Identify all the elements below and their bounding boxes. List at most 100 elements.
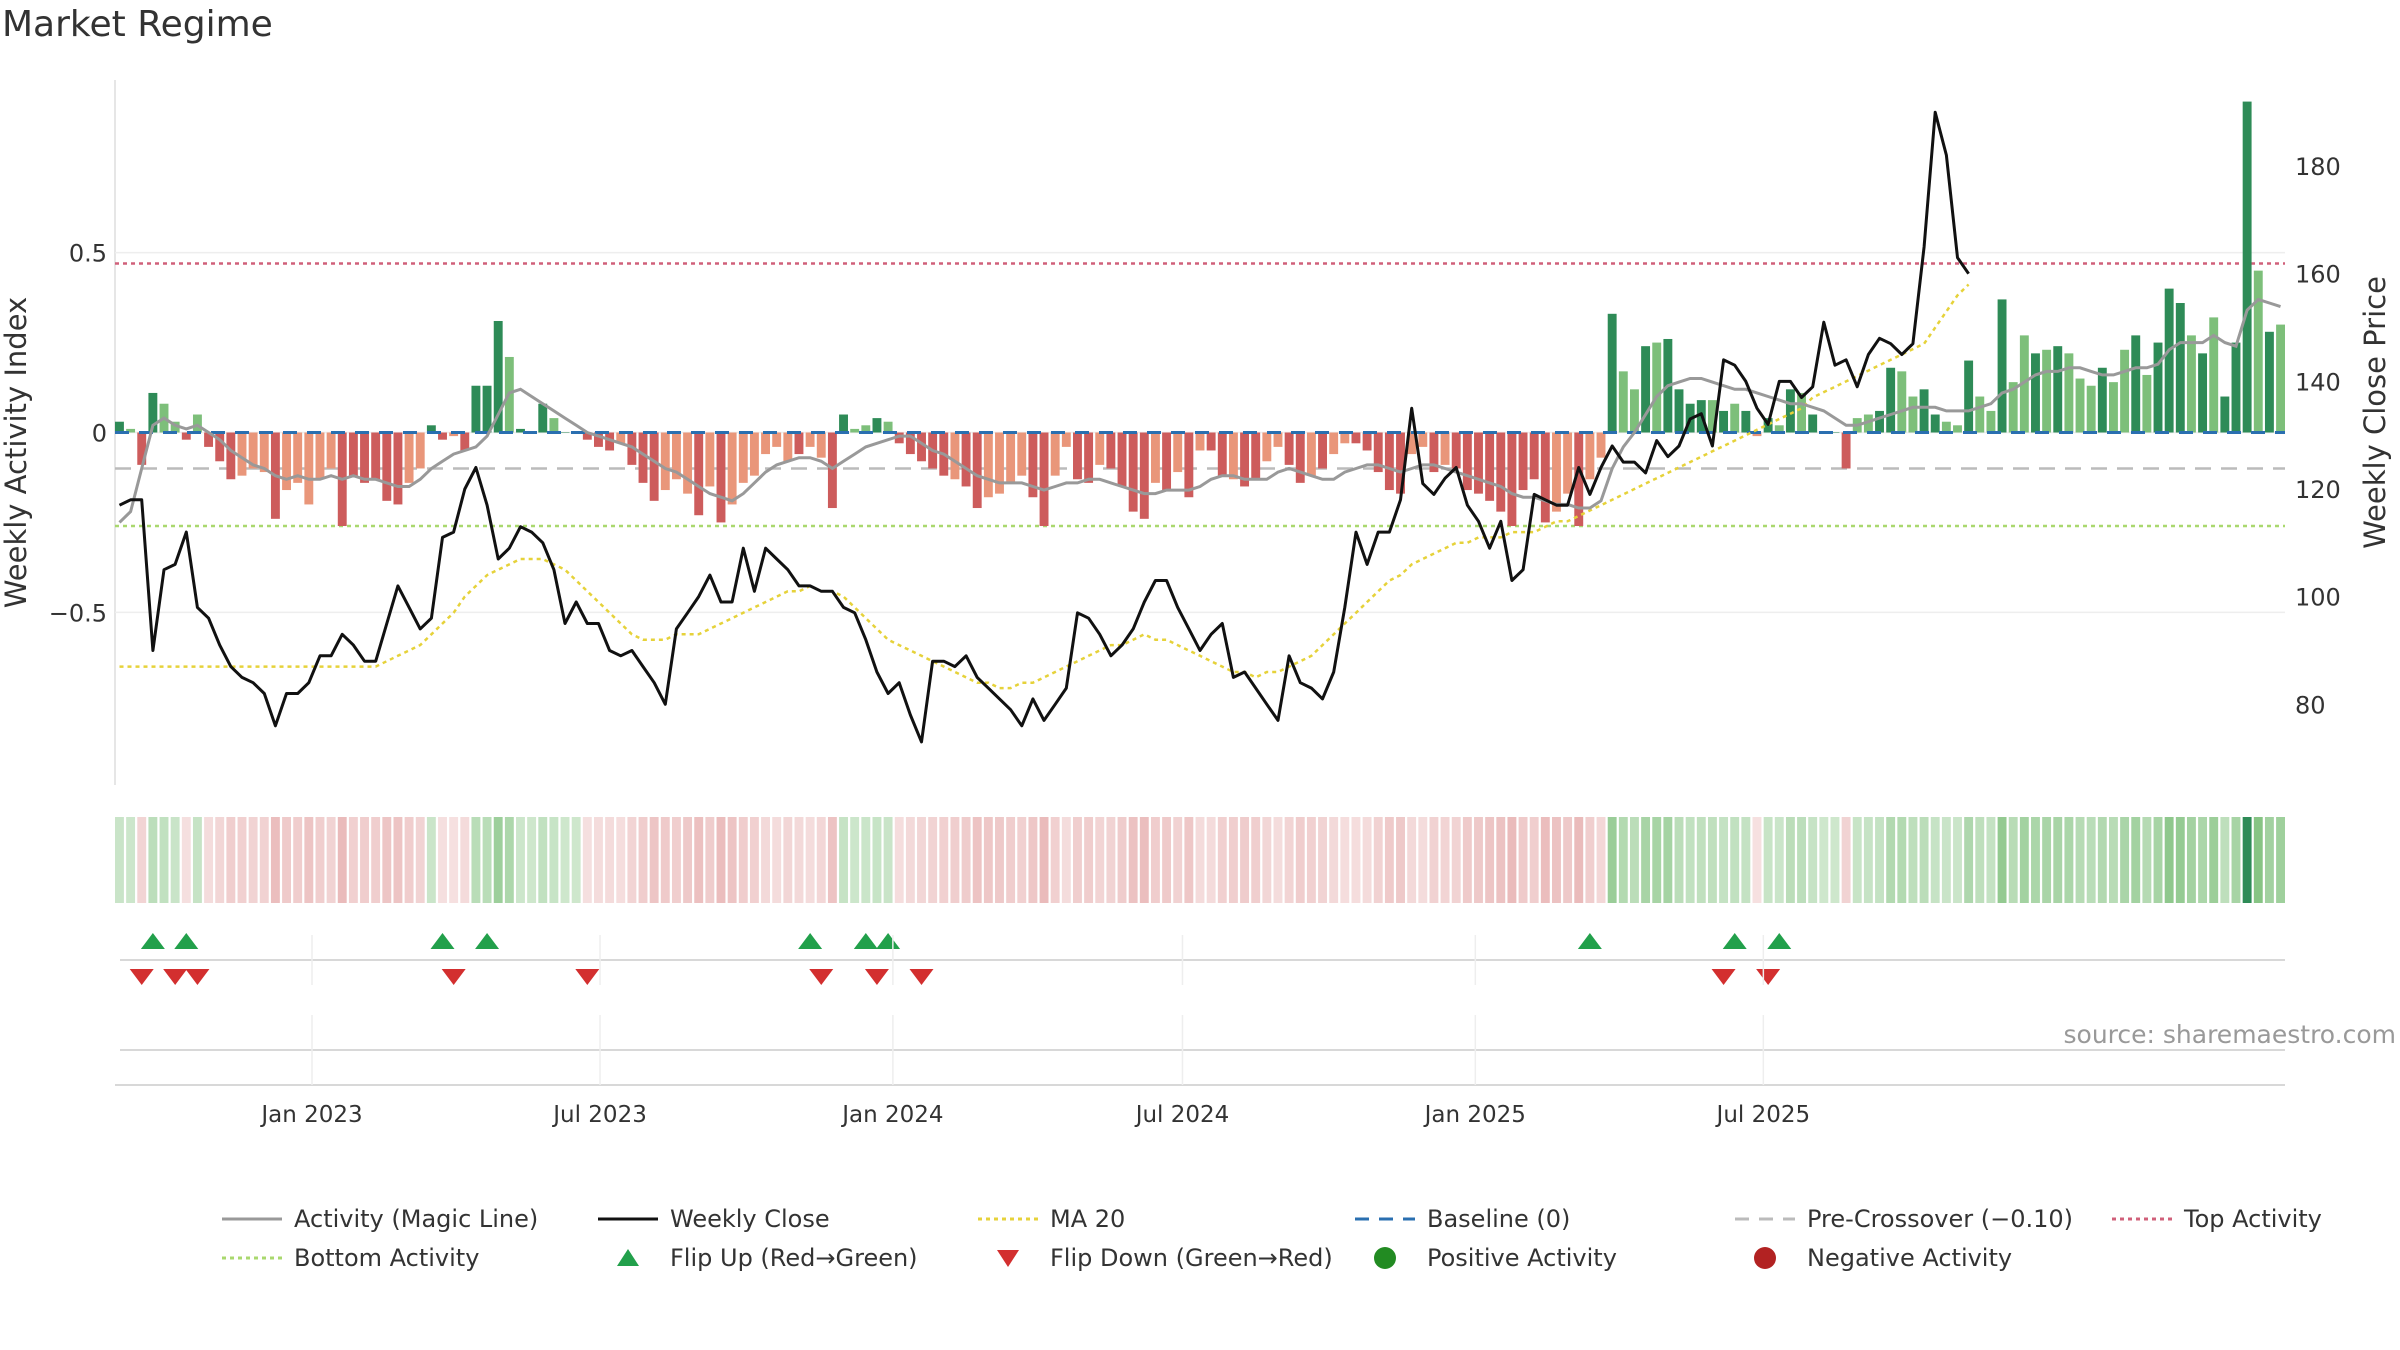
activity-bar xyxy=(192,414,202,433)
heat-strip-cell xyxy=(482,817,492,903)
activity-bar xyxy=(2053,346,2063,433)
activity-bar xyxy=(983,432,993,498)
activity-bar xyxy=(1039,432,1049,527)
heat-strip-cell xyxy=(293,817,303,903)
heat-strip-cell xyxy=(883,817,893,903)
legend-swatch xyxy=(1355,1217,1415,1221)
activity-bar xyxy=(1017,432,1027,476)
heat-strip-cell xyxy=(1930,817,1940,903)
activity-bar xyxy=(1162,432,1172,491)
heat-strip-cell xyxy=(861,817,871,903)
y2-tick-label: 180 xyxy=(2295,153,2341,181)
activity-bar xyxy=(1730,403,1740,433)
heat-strip-cell xyxy=(393,817,403,903)
chart-legend: Activity (Magic Line) Weekly Close MA 20 Ba… xyxy=(0,1205,2400,1285)
heat-strip-cell xyxy=(2186,817,2196,903)
activity-bar xyxy=(282,432,291,491)
activity-bar xyxy=(1930,414,1940,433)
heat-strip-cell xyxy=(1050,817,1060,903)
activity-bar xyxy=(1329,432,1339,455)
flip-down-marker xyxy=(163,969,188,985)
activity-bar xyxy=(1418,432,1428,447)
heat-strip-cell xyxy=(1719,817,1729,903)
activity-bar xyxy=(404,432,414,483)
flip-up-marker xyxy=(798,933,823,949)
legend-label: Positive Activity xyxy=(1427,1244,1617,1272)
heat-strip-cell xyxy=(1919,817,1929,903)
activity-bar xyxy=(1295,432,1305,483)
heat-strip-cell xyxy=(304,817,314,903)
heat-strip-cell xyxy=(1529,817,1539,903)
heat-strip-cell xyxy=(1006,817,1016,903)
activity-bar xyxy=(516,428,525,433)
activity-bar xyxy=(137,432,147,465)
heat-strip-cell xyxy=(1184,817,1194,903)
activity-bar xyxy=(1084,432,1094,483)
heat-strip-cell xyxy=(181,817,191,903)
activity-bar xyxy=(1529,432,1539,480)
activity-bar xyxy=(1407,432,1417,455)
heat-strip-cell xyxy=(527,817,537,903)
activity-bar xyxy=(2097,367,2107,433)
heat-strip-cell xyxy=(2053,817,2063,903)
activity-bar xyxy=(1652,342,1662,433)
heat-strip-cell xyxy=(1273,817,1283,903)
heat-strip-cell xyxy=(928,817,938,903)
heat-strip-cell xyxy=(1251,817,1261,903)
heat-strip-cell xyxy=(783,817,793,903)
activity-bar xyxy=(894,432,904,444)
activity-bar xyxy=(1117,432,1127,487)
x-tick-label: Jul 2024 xyxy=(1134,1102,1230,1128)
activity-bar xyxy=(850,428,860,433)
activity-bar xyxy=(1629,389,1639,433)
activity-bar xyxy=(2153,342,2163,433)
activity-bar xyxy=(1462,432,1472,491)
activity-bar xyxy=(2231,342,2241,433)
activity-bar xyxy=(1351,432,1361,444)
activity-bar xyxy=(749,432,759,476)
heat-strip-cell xyxy=(382,817,392,903)
heat-strip-cell xyxy=(872,817,882,903)
activity-bar xyxy=(1139,432,1149,519)
heat-strip-cell xyxy=(1763,817,1773,903)
flip-down-marker xyxy=(575,969,600,985)
activity-bar xyxy=(1318,432,1327,469)
heat-strip-cell xyxy=(449,817,459,903)
heat-strip-cell xyxy=(972,817,982,903)
y2-tick-label: 80 xyxy=(2295,691,2326,719)
activity-bar xyxy=(638,432,648,483)
activity-bar xyxy=(1262,432,1272,462)
heat-strip-cell xyxy=(360,817,369,903)
heat-strip-cell xyxy=(1964,817,1974,903)
activity-bar xyxy=(605,432,615,451)
activity-bar xyxy=(972,432,982,509)
legend-item: MA 20 xyxy=(978,1205,1125,1233)
heat-strip-cell xyxy=(1785,817,1795,903)
x-tick-label: Jul 2023 xyxy=(551,1102,647,1128)
legend-item: Negative Activity xyxy=(1735,1244,2012,1272)
activity-bar xyxy=(783,432,793,462)
activity-bar xyxy=(1518,432,1528,491)
activity-bar xyxy=(126,428,136,433)
flip-up-marker xyxy=(475,933,500,949)
heat-strip-cell xyxy=(794,817,804,903)
heat-strip-cell xyxy=(1518,817,1528,903)
x-tick-label: Jul 2025 xyxy=(1715,1102,1811,1128)
activity-bar xyxy=(382,432,392,501)
legend-label: Negative Activity xyxy=(1807,1244,2013,1272)
activity-bar xyxy=(1919,389,1929,433)
heat-strip-cell xyxy=(1195,817,1205,903)
heat-strip-cell xyxy=(1117,817,1127,903)
activity-bar xyxy=(772,432,782,447)
activity-bar xyxy=(2120,349,2130,433)
activity-bar xyxy=(304,432,314,505)
legend-item: Activity (Magic Line) xyxy=(222,1205,538,1233)
activity-bar xyxy=(917,432,926,462)
activity-bar xyxy=(1830,432,1840,433)
heat-strip-cell xyxy=(259,817,269,903)
activity-bar xyxy=(1774,425,1784,433)
heat-strip-cell xyxy=(204,817,214,903)
heat-strip-cell xyxy=(126,817,136,903)
heat-strip-cell xyxy=(995,817,1004,903)
legend-label: Baseline (0) xyxy=(1427,1205,1571,1233)
